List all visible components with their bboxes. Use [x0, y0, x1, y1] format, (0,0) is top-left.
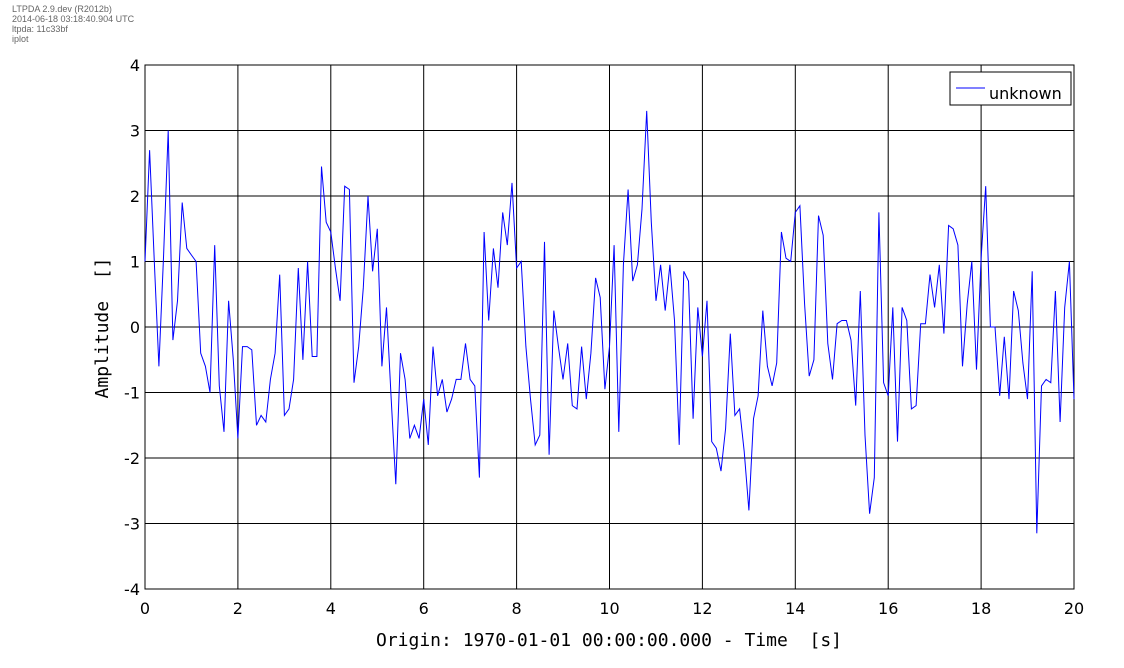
provenance-timestamp: 2014-06-18 03:18:40.904 UTC [12, 14, 135, 24]
x-tick-label: 0 [140, 599, 150, 618]
grid-lines [144, 64, 1075, 590]
y-tick-label: 4 [130, 56, 140, 75]
x-tick-label: 10 [599, 599, 619, 618]
plot-area-frame [144, 64, 1075, 590]
x-tick-label: 20 [1064, 599, 1084, 618]
provenance-version: LTPDA 2.9.dev (R2012b) [12, 4, 112, 14]
provenance-hash: ltpda: 11c33bf [12, 24, 68, 34]
provenance-tool: iplot [12, 34, 29, 44]
x-tick-label: 6 [419, 599, 429, 618]
x-tick-label: 12 [692, 599, 712, 618]
x-axis-label: Origin: 1970-01-01 00:00:00.000 - Time [… [376, 630, 842, 651]
y-tick-label: 2 [130, 187, 140, 206]
y-tick-label: 1 [130, 253, 140, 272]
y-tick-label: 0 [130, 318, 140, 337]
series-group [144, 110, 1075, 534]
x-tick-label: 14 [785, 599, 805, 618]
x-tick-label: 4 [326, 599, 336, 618]
y-tick-label: -2 [124, 449, 140, 468]
y-tick-label: -3 [124, 515, 140, 534]
x-tick-label: 2 [233, 599, 243, 618]
x-tick-label: 8 [512, 599, 522, 618]
provenance-header: LTPDA 2.9.dev (R2012b) 2014-06-18 03:18:… [12, 4, 134, 44]
y-tick-label: 3 [130, 122, 140, 141]
y-tick-label: -4 [124, 580, 140, 599]
series-line-unknown [144, 110, 1075, 534]
legend-entry-label: unknown [989, 84, 1062, 103]
x-tick-label: 18 [971, 599, 991, 618]
y-axis-label: Amplitude [] [92, 258, 113, 399]
y-tick-label: -1 [124, 384, 140, 403]
x-tick-label: 16 [878, 599, 898, 618]
legend: unknown [949, 71, 1072, 106]
